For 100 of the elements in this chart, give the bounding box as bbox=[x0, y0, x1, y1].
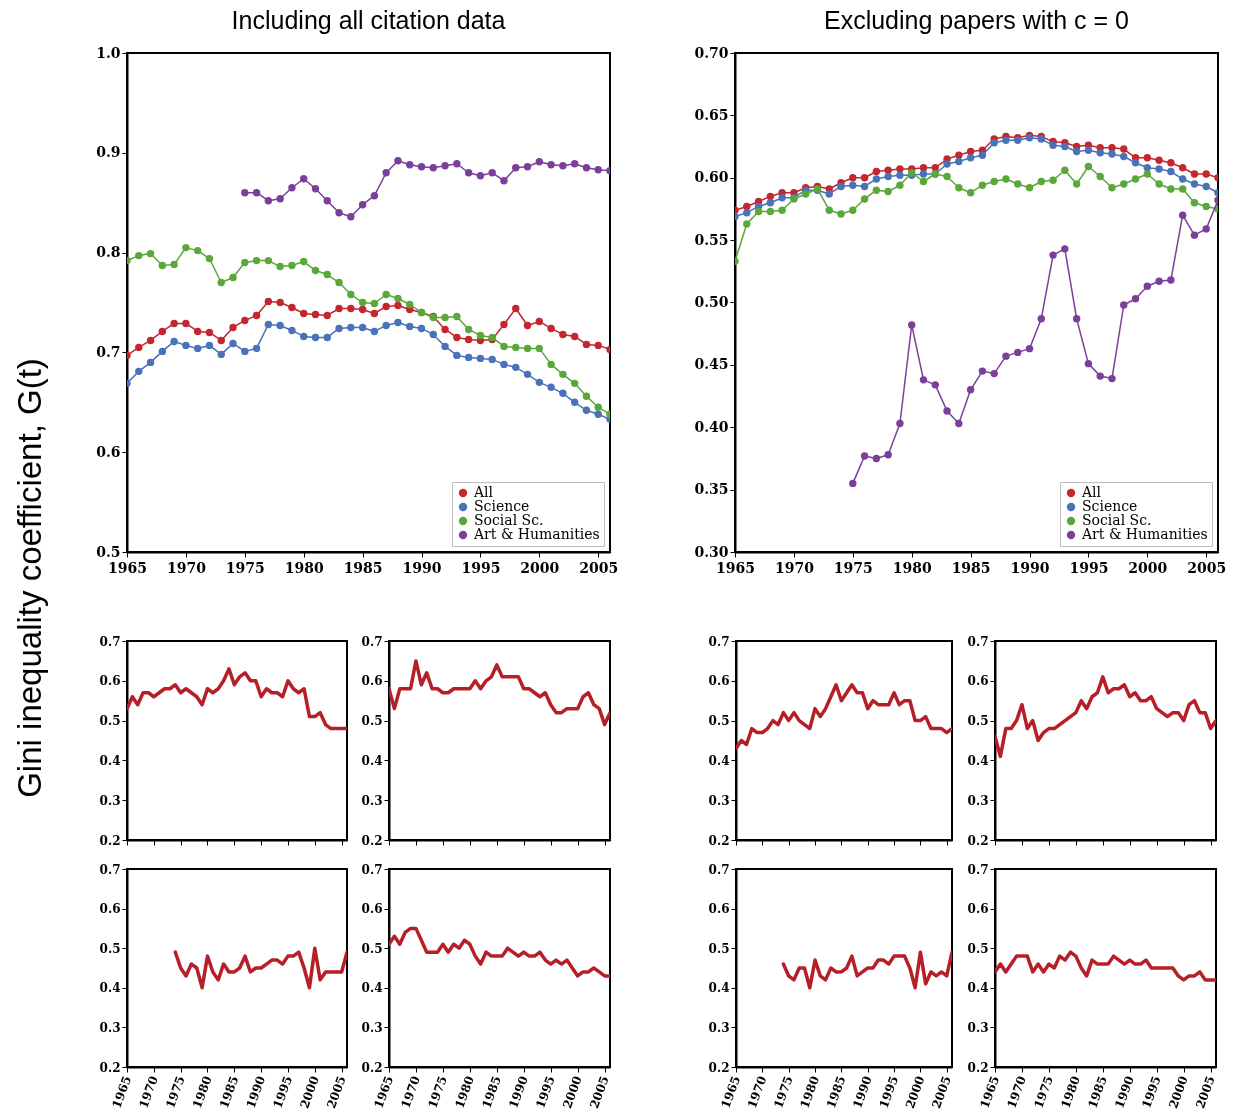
point bbox=[582, 392, 591, 401]
point bbox=[476, 172, 485, 180]
point bbox=[453, 351, 461, 360]
y-tick-label: 0.5 bbox=[708, 714, 730, 729]
legend-label: Science bbox=[1082, 498, 1138, 514]
x-tick-label: 1975 bbox=[833, 559, 873, 576]
point bbox=[382, 169, 390, 177]
x-tick-label: 1980 bbox=[797, 1074, 823, 1111]
point bbox=[966, 154, 975, 162]
point bbox=[955, 157, 963, 166]
y-tick-label: 0.5 bbox=[96, 543, 121, 560]
point bbox=[860, 174, 869, 182]
point bbox=[1155, 277, 1163, 285]
x-tick-label: 2000 bbox=[297, 1074, 322, 1111]
point bbox=[1061, 245, 1069, 253]
x-tick-label: 2005 bbox=[587, 1074, 612, 1111]
point bbox=[1061, 166, 1069, 174]
y-tick-label: 0.40 bbox=[694, 418, 729, 435]
y-tick-label: 0.3 bbox=[967, 793, 989, 808]
point bbox=[559, 370, 567, 379]
point bbox=[323, 311, 331, 320]
point bbox=[335, 278, 343, 287]
x-tick-label: 1980 bbox=[284, 559, 324, 576]
point bbox=[429, 330, 437, 339]
point bbox=[594, 403, 602, 411]
legend-label: Art & Humanities bbox=[1081, 526, 1208, 542]
point bbox=[311, 310, 320, 319]
x-tick-label: 1995 bbox=[270, 1074, 296, 1111]
point bbox=[382, 321, 390, 330]
point bbox=[406, 300, 414, 309]
y-tick-label: 0.6 bbox=[361, 902, 383, 917]
legend-label: Social Sc. bbox=[1082, 512, 1152, 528]
point bbox=[825, 190, 833, 198]
point bbox=[535, 344, 544, 353]
point bbox=[1167, 276, 1175, 284]
point bbox=[170, 319, 178, 328]
point bbox=[158, 261, 167, 270]
point bbox=[1131, 295, 1140, 303]
point bbox=[217, 336, 225, 345]
x-tick-label: 1995 bbox=[1069, 559, 1109, 576]
point bbox=[1167, 159, 1175, 167]
point bbox=[1155, 165, 1163, 173]
point bbox=[335, 304, 343, 313]
y-tick-label: 0.5 bbox=[99, 714, 121, 729]
line-series bbox=[736, 683, 952, 751]
point bbox=[241, 347, 249, 356]
x-tick-label: 2005 bbox=[929, 1074, 954, 1111]
y-tick-label: 0.3 bbox=[361, 1020, 383, 1035]
y-tick-label: 0.60 bbox=[694, 169, 729, 186]
y-tick-label: 0.7 bbox=[967, 862, 989, 877]
point bbox=[158, 347, 167, 356]
point bbox=[766, 207, 775, 216]
point bbox=[896, 181, 904, 189]
y-tick-label: 0.2 bbox=[967, 833, 989, 848]
point bbox=[547, 360, 555, 369]
point bbox=[523, 163, 532, 171]
y-tick-label: 0.3 bbox=[967, 1020, 989, 1035]
point bbox=[966, 189, 975, 197]
point bbox=[582, 340, 591, 349]
point bbox=[978, 181, 987, 189]
point bbox=[182, 341, 190, 350]
point bbox=[229, 339, 237, 348]
point bbox=[512, 164, 520, 172]
point bbox=[594, 166, 602, 174]
point bbox=[276, 321, 284, 330]
x-tick-label: 1990 bbox=[1010, 559, 1050, 576]
point bbox=[1072, 180, 1081, 188]
y-tick-label: 0.30 bbox=[694, 543, 729, 560]
point bbox=[394, 301, 402, 310]
x-tick-label: 1990 bbox=[850, 1074, 875, 1111]
point bbox=[358, 305, 367, 314]
point bbox=[1002, 352, 1010, 360]
point bbox=[323, 270, 331, 279]
point bbox=[1096, 372, 1104, 380]
y-tick-label: 0.3 bbox=[99, 1020, 121, 1035]
x-tick-label: 1990 bbox=[243, 1074, 269, 1111]
point bbox=[347, 304, 355, 313]
y-tick-label: 0.5 bbox=[361, 714, 383, 729]
point bbox=[1120, 301, 1128, 309]
legend-label: All bbox=[473, 484, 494, 500]
point bbox=[943, 172, 951, 181]
y-tick-label: 0.70 bbox=[694, 44, 729, 61]
point bbox=[849, 181, 857, 189]
x-tick-label: 1995 bbox=[533, 1074, 558, 1111]
point bbox=[335, 324, 343, 333]
line-series bbox=[173, 946, 347, 990]
point bbox=[205, 341, 214, 350]
x-tick-label: 2005 bbox=[1193, 1074, 1218, 1111]
x-tick-label: 2000 bbox=[560, 1074, 585, 1111]
point bbox=[860, 195, 869, 203]
point bbox=[241, 316, 249, 325]
point bbox=[158, 327, 167, 336]
point bbox=[966, 386, 975, 394]
point bbox=[955, 151, 963, 159]
x-tick-label: 1970 bbox=[1004, 1074, 1030, 1111]
point bbox=[1096, 149, 1104, 157]
point bbox=[1061, 142, 1069, 151]
point bbox=[512, 343, 520, 352]
point bbox=[135, 251, 143, 260]
line-series bbox=[389, 926, 610, 978]
